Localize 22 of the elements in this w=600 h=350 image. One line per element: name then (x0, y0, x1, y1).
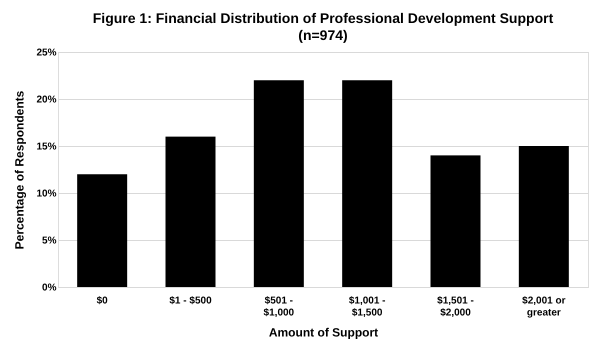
bar (77, 174, 128, 287)
x-tick-label: $2,001 or greater (522, 296, 566, 318)
y-axis-title: Percentage of Respondents (12, 90, 26, 250)
y-tick-label: 0% (42, 282, 57, 294)
x-tick-label: $1 - $500 (169, 296, 212, 306)
x-tick-label: $0 (96, 296, 108, 306)
bar (254, 80, 304, 287)
x-tick-label: $1,001 - $1,500 (348, 296, 386, 318)
x-axis-title: Amount of Support (268, 326, 378, 340)
bar (430, 155, 480, 287)
y-tick-label: 25% (36, 48, 57, 58)
y-tick-label: 15% (36, 142, 57, 152)
y-tick-label: 20% (36, 94, 57, 106)
x-tick-label: $1,501 - $2,000 (437, 296, 474, 318)
bar (342, 80, 392, 287)
bar (166, 136, 216, 287)
y-tick-label: 5% (42, 236, 57, 246)
chart-title: Figure 1: Financial Distribution of Professional Development Support (92, 10, 554, 26)
x-tick-label: $501 - $1,000 (264, 296, 295, 318)
chart-subtitle: (n=974) (298, 27, 348, 43)
y-tick-label: 10% (36, 188, 57, 200)
bar (518, 146, 569, 287)
